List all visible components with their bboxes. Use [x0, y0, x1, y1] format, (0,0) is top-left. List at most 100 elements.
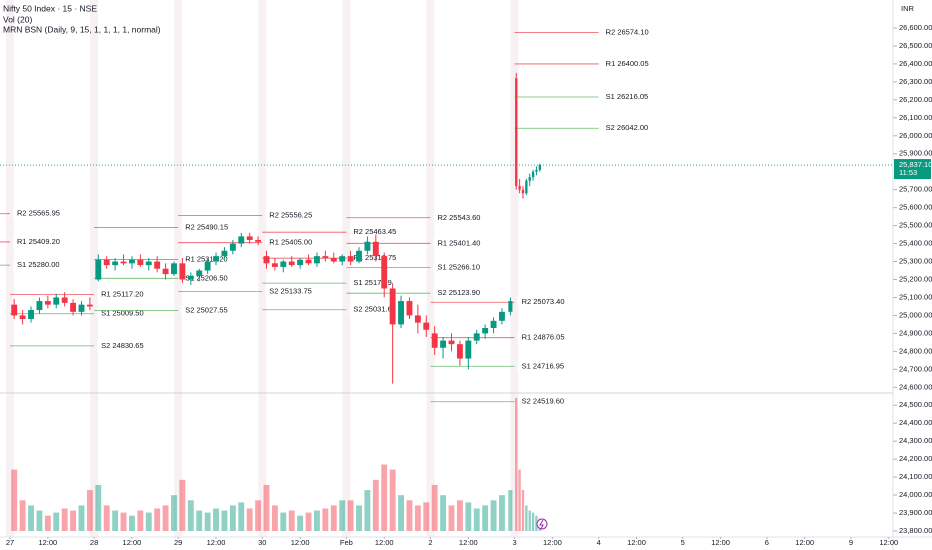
volume-bar [465, 502, 472, 531]
candle-body [515, 78, 518, 187]
candle-body [482, 328, 489, 334]
y-tick-label: 25,000.00 [899, 310, 932, 319]
y-tick-label: 24,700.00 [899, 364, 932, 373]
session-break [258, 0, 267, 537]
candle-body [213, 256, 219, 262]
pivot-label-bg [433, 237, 490, 250]
candle-body [330, 257, 337, 262]
session-break [90, 0, 99, 537]
volume-bar [389, 469, 396, 531]
chart-title: Nifty 50 Index · 15 · NSE [3, 3, 97, 13]
x-tick-label: 12:00 [795, 538, 814, 547]
candle-body [381, 256, 388, 289]
pivot-label: R1 24876.05 [522, 333, 565, 342]
volume-bar [356, 505, 362, 531]
pivot-label: S2 25027.55 [185, 305, 228, 314]
pivot-label-bg [517, 296, 574, 309]
pivot-label: R2 25490.15 [185, 222, 228, 231]
pivot-label: S1 25206.50 [185, 273, 228, 282]
volume-bar [297, 515, 304, 531]
volume-bar [213, 508, 219, 531]
volume-bar [44, 515, 51, 531]
pivot-label: R1 26400.05 [606, 59, 649, 68]
pivot-label: R1 25311.20 [185, 255, 227, 264]
x-tick-label: 5 [681, 538, 685, 547]
last-price-label: 25,837.10 [899, 160, 932, 169]
volume-bar [145, 512, 152, 531]
pivot-label-bg [97, 288, 154, 301]
pivot-label: S2 25123.90 [437, 288, 480, 297]
pivot-label-bg [265, 236, 322, 249]
volume-bar [11, 469, 18, 531]
volume-bar [364, 490, 371, 531]
pivot-label: S1 25009.50 [101, 309, 144, 318]
volume-bar [137, 510, 144, 531]
candle-body [103, 259, 110, 266]
x-tick-label: 12:00 [123, 538, 142, 547]
pivot-label-bg [349, 252, 406, 265]
candle-body [44, 301, 51, 305]
volume-bar [381, 464, 388, 531]
y-tick-label: 26,600.00 [899, 23, 932, 32]
pivot-label: R1 25405.00 [269, 238, 312, 247]
volume-bar [120, 512, 127, 531]
volume-bar [288, 510, 295, 531]
pivot-label-bg [181, 272, 238, 285]
volume-bar [508, 490, 513, 531]
candle-body [263, 256, 270, 264]
volume-bar [61, 508, 68, 531]
candle-body [221, 250, 228, 257]
pivot-label: R2 25463.45 [353, 227, 396, 236]
x-tick-label: 29 [174, 538, 182, 547]
volume-bar [179, 479, 186, 531]
volume-bar [112, 510, 119, 531]
pivot-label-bg [601, 57, 658, 70]
candle-body [456, 344, 463, 359]
candle-body [78, 304, 85, 312]
y-tick-label: 25,700.00 [899, 185, 932, 194]
volume-bar [36, 510, 43, 531]
candle-body [53, 297, 60, 305]
pivot-label-bg [433, 261, 490, 274]
pivot-label: S1 24716.95 [522, 361, 565, 370]
candle-body [246, 236, 253, 240]
x-tick-label: 12:00 [711, 538, 730, 547]
pivot-label: S1 25266.10 [437, 263, 480, 272]
pivot-label: R1 25318.75 [353, 253, 396, 262]
pivot-label-bg [601, 26, 658, 39]
last-price-tag [894, 159, 931, 180]
candle-body [162, 268, 169, 275]
pivot-label: S2 24830.65 [101, 341, 144, 350]
y-tick-label: 24,400.00 [899, 418, 932, 427]
alert-icon[interactable] [536, 518, 548, 530]
y-tick-label: 24,900.00 [899, 328, 932, 337]
pivot-label: R1 25401.40 [437, 238, 480, 247]
volume-bar [204, 512, 211, 531]
indicator-title: Vol (20) [3, 14, 32, 24]
pivot-label-bg [601, 122, 658, 135]
candle-body [398, 301, 404, 325]
candle-body [297, 259, 304, 266]
y-tick-label: 25,300.00 [899, 257, 932, 266]
volume-bar [448, 505, 455, 531]
y-tick-label: 24,800.00 [899, 346, 932, 355]
pivot-label: S2 25133.75 [269, 286, 312, 295]
candle-body [229, 243, 236, 251]
volume-bar [28, 505, 34, 531]
volume-bar [53, 512, 60, 531]
pivot-label-bg [13, 259, 70, 272]
pivot-label: R2 25556.25 [269, 210, 312, 219]
pivot-label-bg [13, 207, 70, 220]
volume-bar [482, 505, 489, 531]
candle-body [171, 263, 177, 275]
x-tick-label: 12:00 [375, 538, 394, 547]
pivot-label: R1 25409.20 [17, 237, 60, 246]
y-tick-label: 26,200.00 [899, 95, 932, 104]
volume-bar [518, 469, 521, 531]
pivot-label-bg [349, 277, 406, 290]
volume-bar [372, 479, 379, 531]
y-tick-label: 26,500.00 [899, 41, 932, 50]
candle-body [255, 239, 262, 242]
